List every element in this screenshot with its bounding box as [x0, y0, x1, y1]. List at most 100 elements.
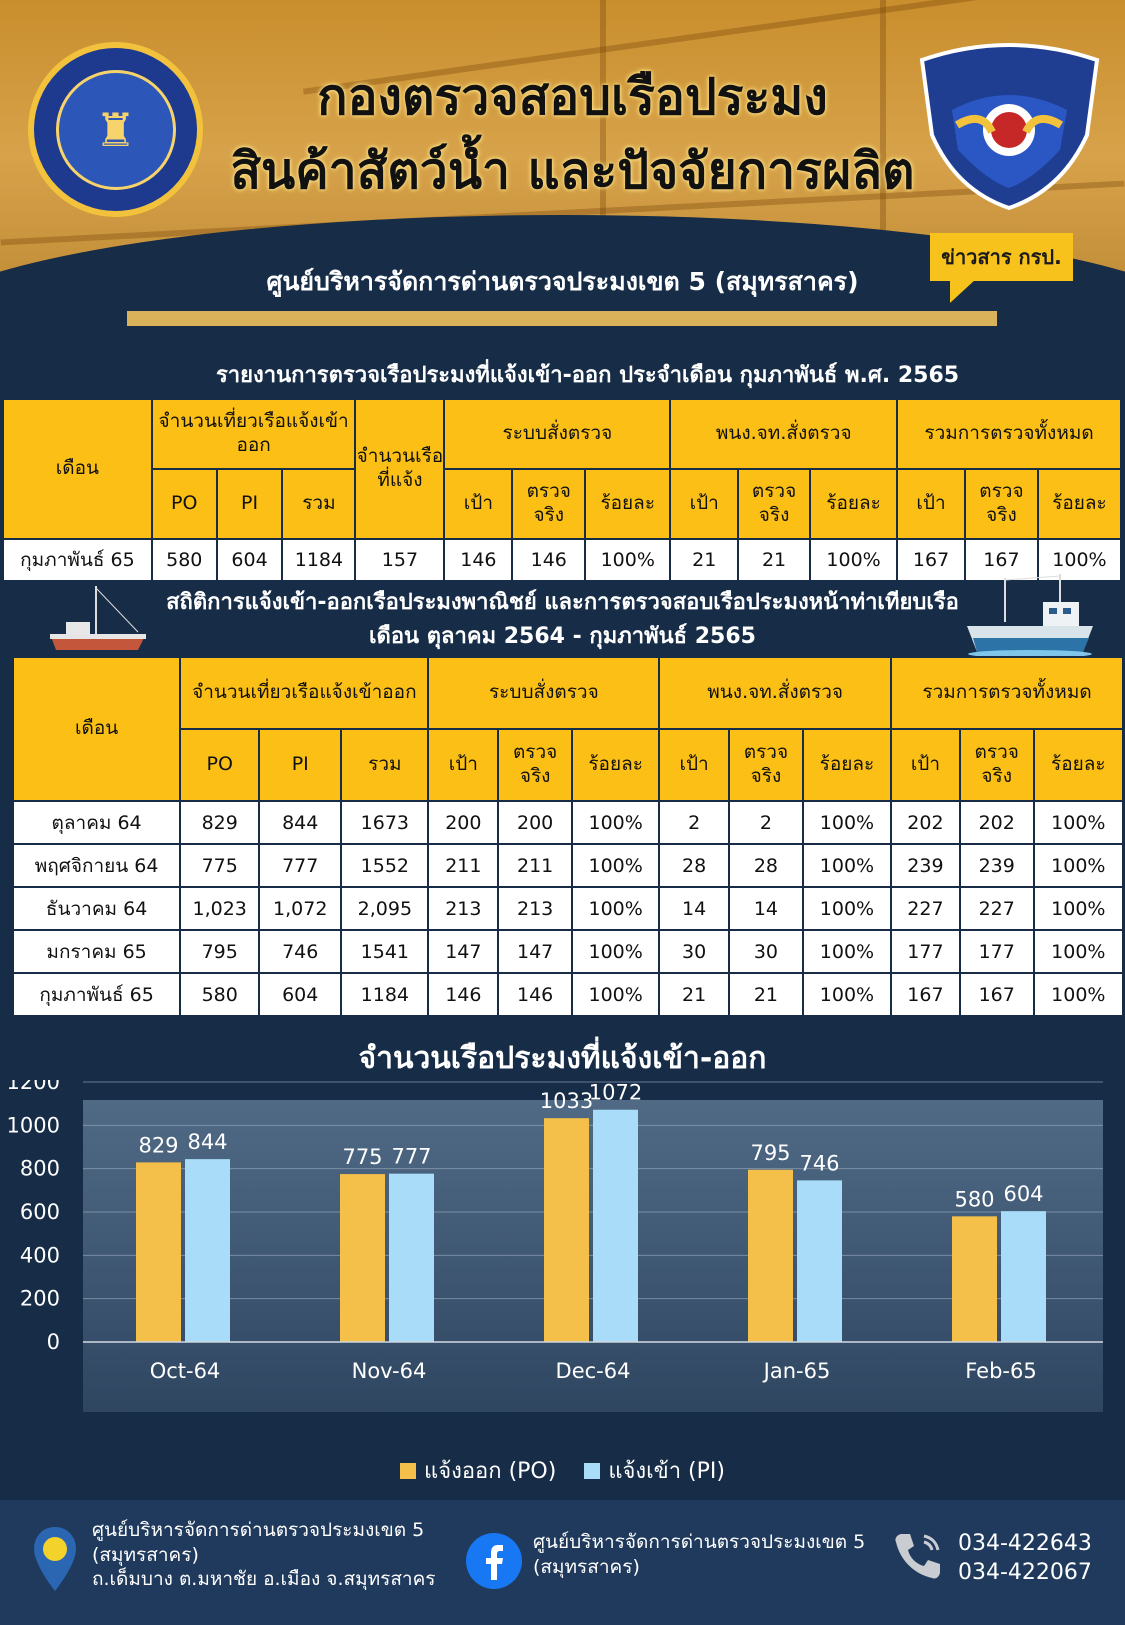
- bar-pi: [593, 1109, 638, 1342]
- phone-icon: [895, 1534, 940, 1579]
- table-row: กุมภาพันธ์ 65 580 604 1184 157 146 146 1…: [2, 538, 1123, 582]
- data-label: 844: [187, 1130, 227, 1154]
- header-percent: ร้อยละ: [1036, 468, 1123, 540]
- table-cell: 100%: [801, 929, 893, 974]
- address-line3: ถ.เด็มบาง ต.มหาชัย อ.เมือง จ.สมุทรสาคร: [92, 1568, 436, 1591]
- monthly-report-table: เดือน จำนวนเที่ยวเรือแจ้งเข้าออก จำนวนเร…: [2, 398, 1123, 582]
- header-percent: ร้อยละ: [584, 468, 672, 540]
- header-target: เป้า: [890, 728, 961, 802]
- table-cell: 167: [890, 972, 961, 1017]
- table-cell: 775: [179, 843, 261, 888]
- facebook-line1: ศูนย์บริหารจัดการด่านตรวจประมงเขต 5: [533, 1531, 866, 1553]
- table-cell: 2,095: [340, 886, 430, 931]
- table-cell: 100%: [1032, 843, 1125, 888]
- fishing-boat-icon: [967, 574, 1093, 658]
- phone-1[interactable]: 034-422643: [958, 1531, 1092, 1556]
- table-cell: ตุลาคม 64: [11, 800, 182, 845]
- table-cell: 30: [728, 929, 804, 974]
- table-cell: 213: [497, 886, 574, 931]
- bar-po: [748, 1169, 793, 1342]
- table-cell: 795: [179, 929, 261, 974]
- table-cell: 604: [215, 538, 284, 582]
- facebook-icon[interactable]: [465, 1532, 523, 1590]
- header-trips: จำนวนเที่ยวเรือแจ้งเข้าออก: [179, 656, 430, 730]
- page-title-line1: กองตรวจสอบเรือประมง: [317, 68, 828, 126]
- table-cell: 28: [658, 843, 730, 888]
- header-total: รวมการตรวจทั้งหมด: [890, 656, 1124, 730]
- phone-numbers: 034-422643 034-422067: [958, 1530, 1092, 1587]
- data-label: 746: [799, 1151, 839, 1175]
- table-cell: 200: [497, 800, 574, 845]
- header-actual: ตรวจจริง: [737, 468, 812, 540]
- header-target: เป้า: [658, 728, 730, 802]
- bar-pi: [797, 1180, 842, 1342]
- header-month: เดือน: [11, 656, 182, 802]
- phone-2[interactable]: 034-422067: [958, 1559, 1092, 1585]
- table-row: ตุลาคม 64 829 844 1673 200 200 100% 2 2 100% 202 20…: [11, 800, 1125, 845]
- header-target: เป้า: [443, 468, 514, 540]
- bar-po: [952, 1216, 997, 1342]
- table-cell: 1673: [340, 800, 430, 845]
- legend-item-po: แจ้งออก (PO): [400, 1453, 556, 1488]
- data-label: 829: [138, 1133, 178, 1157]
- table-cell: 146: [427, 972, 500, 1017]
- bar-chart: 0 200 400 600 800 1000 1200 829 844 Oct-64 775 777 N…: [7, 1080, 1103, 1412]
- divider: [127, 311, 997, 326]
- header-officer: พนง.จท.สั่งตรวจ: [669, 398, 899, 470]
- x-tick-label: Dec-64: [556, 1359, 631, 1383]
- table-cell: 100%: [571, 972, 661, 1017]
- table-cell: 100%: [801, 972, 893, 1017]
- table-cell: 30: [658, 929, 730, 974]
- x-tick-label: Jan-65: [762, 1359, 831, 1383]
- news-tag: ข่าวสาร กรป.: [930, 233, 1073, 303]
- header-system: ระบบสั่งตรวจ: [427, 656, 661, 730]
- table-cell: 167: [963, 538, 1039, 582]
- table-cell: 100%: [801, 800, 893, 845]
- statistics-table: เดือน จำนวนเที่ยวเรือแจ้งเข้าออก ระบบสั่…: [11, 656, 1125, 1017]
- table-cell: 844: [258, 800, 343, 845]
- table-cell: 21: [737, 538, 812, 582]
- emblem-icon: ♜: [55, 69, 176, 190]
- table-cell: 14: [658, 886, 730, 931]
- table-cell: 1552: [340, 843, 430, 888]
- table-cell: 604: [258, 972, 343, 1017]
- table-cell: 227: [958, 886, 1035, 931]
- table-cell: 1541: [340, 929, 430, 974]
- bar-pi: [185, 1159, 230, 1342]
- table-cell: 1184: [281, 538, 357, 582]
- bar-pi: [1001, 1211, 1046, 1342]
- header-pi: PI: [215, 468, 284, 540]
- facebook-page-link[interactable]: ศูนย์บริหารจัดการด่านตรวจประมงเขต 5 (สมุ…: [533, 1530, 865, 1579]
- facebook-line2: (สมุทรสาคร): [533, 1555, 640, 1578]
- table-cell: 211: [427, 843, 500, 888]
- report-title: รายงานการตรวจเรือประมงที่แจ้งเข้า-ออก ปร…: [215, 363, 960, 388]
- y-tick-label: 1200: [7, 1080, 60, 1094]
- y-tick-label: 1000: [7, 1113, 60, 1137]
- header-percent: ร้อยละ: [571, 728, 661, 802]
- table-cell: 100%: [1032, 929, 1125, 974]
- header-officer: พนง.จท.สั่งตรวจ: [658, 656, 893, 730]
- table-cell: 100%: [571, 929, 661, 974]
- table-cell: 202: [958, 800, 1035, 845]
- legend-label-pi: แจ้งเข้า (PI): [608, 1459, 725, 1484]
- bar-po: [340, 1174, 385, 1342]
- header-month: เดือน: [2, 398, 153, 540]
- footer: ศูนย์บริหารจัดการด่านตรวจประมงเขต 5 (สมุ…: [0, 1500, 1125, 1625]
- table-cell: 1,023: [179, 886, 261, 931]
- bar-pi: [389, 1173, 434, 1342]
- table-cell: 100%: [571, 886, 661, 931]
- table-cell: 100%: [571, 800, 661, 845]
- header-actual: ตรวจจริง: [963, 468, 1039, 540]
- table-cell: 239: [958, 843, 1035, 888]
- table-cell: 177: [958, 929, 1035, 974]
- table-cell: 14: [728, 886, 804, 931]
- location-pin-icon: [34, 1527, 76, 1591]
- table-cell: กุมภาพันธ์ 65: [11, 972, 182, 1017]
- header-percent: ร้อยละ: [809, 468, 899, 540]
- table-cell: 580: [179, 972, 261, 1017]
- header-target: เป้า: [669, 468, 740, 540]
- table-cell: พฤศจิกายน 64: [11, 843, 182, 888]
- data-label: 1033: [540, 1089, 593, 1113]
- table-cell: 147: [497, 929, 574, 974]
- table-row: กุมภาพันธ์ 65 580 604 1184 146 146 100% 21 21 100…: [11, 972, 1125, 1017]
